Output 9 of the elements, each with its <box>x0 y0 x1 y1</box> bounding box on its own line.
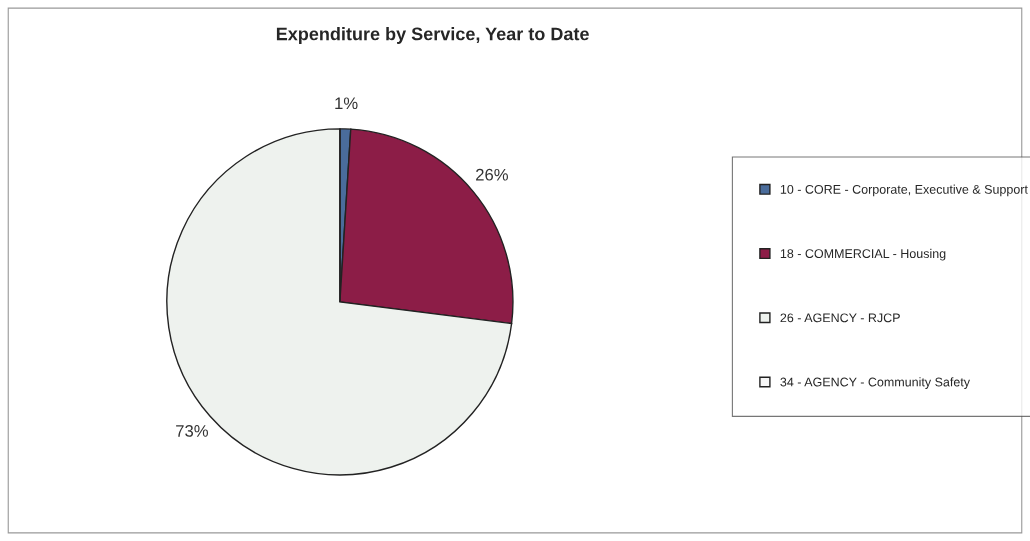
legend-label: 34 - AGENCY - Community Safety <box>780 377 970 389</box>
legend-label: 18 - COMMERCIAL - Housing <box>780 248 946 261</box>
legend-label: 10 - CORE - Corporate, Executive & Support <box>780 184 1028 197</box>
data-label: 73% <box>176 425 209 437</box>
chart-title: Expenditure by Service, Year to Date <box>276 27 589 44</box>
pie-slice <box>166 128 513 476</box>
data-label: 1% <box>335 97 358 110</box>
data-label: 26% <box>476 168 508 181</box>
legend-label: 26 - AGENCY - RJCP <box>780 313 900 323</box>
